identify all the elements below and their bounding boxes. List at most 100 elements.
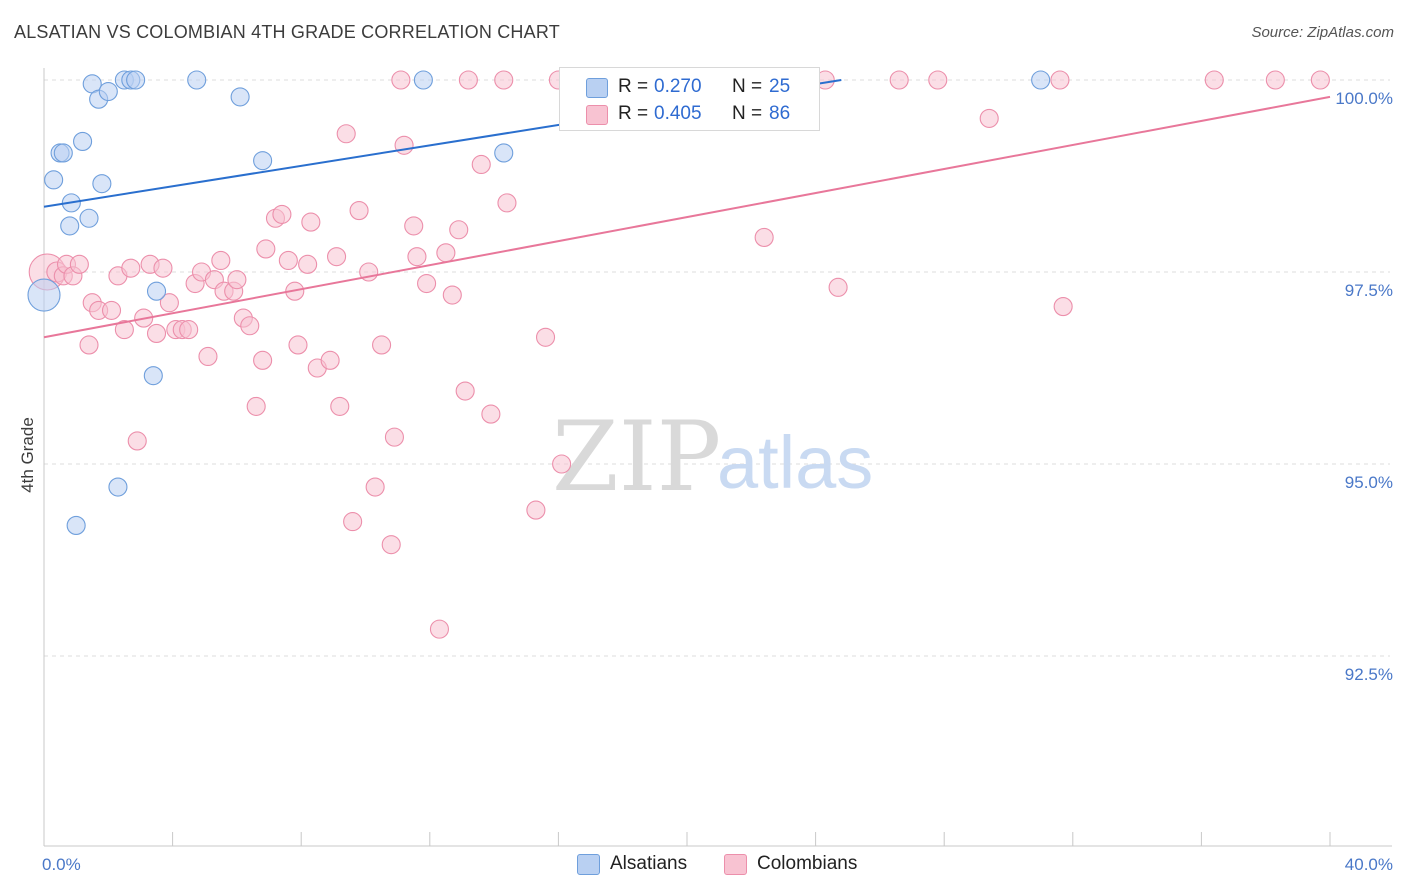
stats-legend: R = 0.270 N = 25 R = 0.405 N = 86 [559,67,820,131]
colombian-point [391,70,411,90]
colombian-point [256,239,276,259]
colombian-point [442,285,462,305]
colombian-point [343,512,363,532]
colombian-point [298,254,318,274]
alsatian-point [108,477,128,497]
colombian-point [928,70,948,90]
colombian-point [1050,70,1070,90]
colombian-point [429,619,449,639]
colombian-point [372,335,392,355]
alsatian-point [53,143,73,163]
colombian-point [404,216,424,236]
colombian-point [253,350,273,370]
alsatian-point [253,151,273,171]
y-tick-label: 95.0% [1345,473,1393,492]
colombian-point [320,350,340,370]
alsatian-point [143,366,163,386]
colombian-point [330,396,350,416]
colombian-point [455,381,475,401]
colombian-point [121,258,141,278]
colombian-point [1265,70,1285,90]
n-value: 86 [769,103,791,124]
chart-title: ALSATIAN VS COLOMBIAN 4TH GRADE CORRELAT… [14,22,560,42]
gridlines [44,79,1390,657]
y-tick-label: 100.0% [1335,89,1393,108]
colombian-point [552,454,572,474]
colombian-point [1053,297,1073,317]
r-label: R = [618,76,649,97]
colombian-point [449,220,469,240]
colombian-point [436,243,456,263]
colombian-point [101,300,122,320]
colombian-swatch [586,105,608,125]
colombian-point [381,535,401,555]
colombian-point [198,346,218,367]
colombian-point [79,335,99,355]
alsatian-point [73,131,93,151]
source-credit: Source: ZipAtlas.com [1251,24,1394,41]
colombian-point [288,335,308,355]
alsatian-point [27,278,61,312]
n-value: 25 [769,76,791,97]
colombian-point [146,323,167,343]
colombian-point [1310,70,1330,90]
colombian-point [153,258,173,278]
watermark: ZIP atlas [552,401,873,513]
alsatian-point [66,515,86,535]
alsatian-legend-swatch [577,853,600,875]
alsatian-point [60,216,80,236]
colombian-point [979,108,999,128]
n-label: N = [732,103,763,124]
alsatian-point [1031,70,1051,90]
colombian-point [407,247,427,267]
alsatian-point [494,143,514,163]
colombian-point [754,227,774,247]
colombian-point [365,477,385,497]
legend-item-alsatians[interactable]: Alsatians [577,852,687,876]
x-tick-label: 0.0% [42,855,81,874]
alsatian-point [79,208,99,228]
colombian-point [1204,70,1224,90]
colombian-point [471,154,491,175]
colombian-trend-line [43,95,1331,339]
colombian-legend-label: Colombians [757,853,858,874]
legend-item-colombians[interactable]: Colombians [724,852,857,876]
colombian-point [114,320,134,340]
colombian-point [349,201,369,221]
colombian-legend-swatch [724,853,747,875]
series-colombians [28,70,1330,639]
colombian-point [394,135,414,155]
series-alsatians [27,70,1051,535]
colombian-point [494,70,514,90]
colombian-point [327,247,347,267]
alsatian-point [187,70,207,90]
alsatian-point [230,87,250,107]
r-value: 0.270 [654,76,702,97]
alsatian-point [92,174,112,194]
colombian-point [417,273,437,294]
axes [43,68,1392,847]
r-label: R = [618,103,649,124]
alsatian-point [98,81,118,102]
colombian-point [497,193,517,213]
alsatian-legend-label: Alsatians [610,853,688,874]
watermark-atlas: atlas [717,421,873,504]
watermark-zip: ZIP [552,401,721,513]
x-tick-label: 40.0% [1345,855,1393,874]
colombian-point [179,320,199,340]
colombian-point [526,500,546,520]
colombian-point [272,204,292,224]
colombian-point [159,293,179,313]
y-tick-label: 97.5% [1345,281,1393,300]
tick-labels: 100.0% 97.5% 95.0% 92.5% 0.0% 40.0% [42,89,1393,874]
colombian-point [240,316,260,336]
alsatian-swatch [586,78,608,98]
alsatian-point [146,281,167,301]
y-tick-label: 92.5% [1345,665,1393,684]
n-label: N = [732,76,763,97]
colombian-point [127,431,147,451]
colombian-point [336,124,356,144]
alsatian-point [44,170,64,190]
alsatian-point [126,70,146,90]
